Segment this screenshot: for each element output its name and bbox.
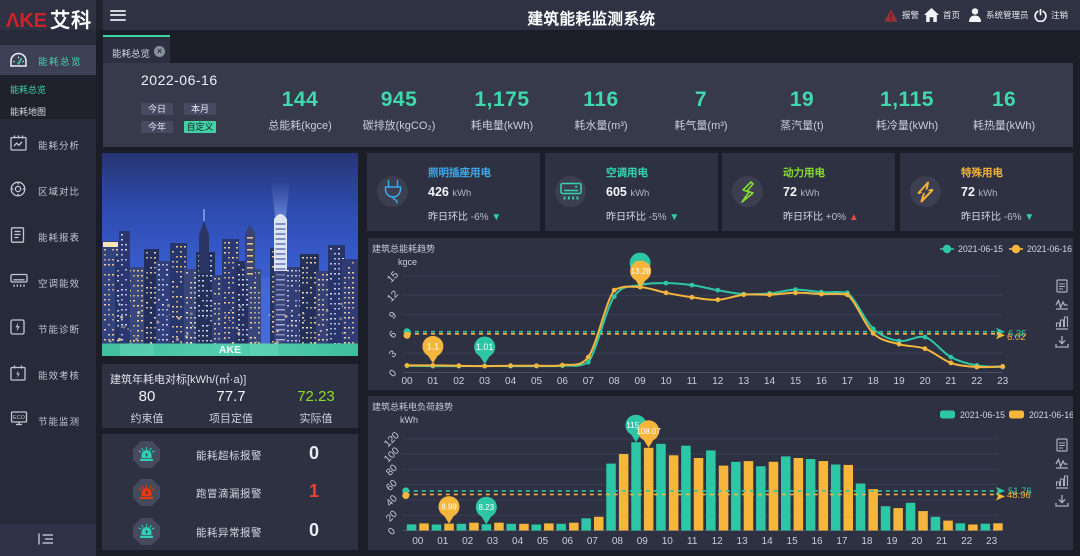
svg-text:60: 60 [384, 478, 400, 494]
svg-text:23: 23 [986, 536, 998, 547]
svg-text:kgce: kgce [398, 257, 417, 267]
svg-text:2021-06-15: 2021-06-15 [960, 410, 1005, 420]
svg-text:2021-06-16: 2021-06-16 [1027, 244, 1072, 254]
svg-text:23: 23 [997, 376, 1009, 387]
svg-text:12: 12 [385, 288, 401, 304]
svg-text:20: 20 [919, 376, 931, 387]
svg-text:建筑总能耗趋势: 建筑总能耗趋势 [372, 243, 435, 254]
svg-text:6.02: 6.02 [1007, 332, 1026, 343]
svg-text:15: 15 [787, 536, 799, 547]
svg-text:22: 22 [971, 376, 983, 387]
svg-text:22: 22 [961, 536, 973, 547]
svg-text:16: 16 [811, 536, 823, 547]
svg-text:05: 05 [537, 536, 549, 547]
svg-text:04: 04 [512, 536, 524, 547]
svg-text:20: 20 [911, 536, 923, 547]
svg-text:14: 14 [764, 376, 776, 387]
svg-text:1.01: 1.01 [476, 342, 494, 352]
svg-text:17: 17 [836, 536, 848, 547]
svg-text:18: 18 [868, 376, 880, 387]
svg-text:0: 0 [386, 526, 398, 538]
svg-text:02: 02 [453, 376, 465, 387]
svg-text:08: 08 [612, 536, 624, 547]
svg-text:13.28: 13.28 [631, 267, 652, 276]
svg-text:04: 04 [505, 376, 517, 387]
svg-text:8.23: 8.23 [479, 503, 495, 512]
svg-text:05: 05 [531, 376, 543, 387]
svg-text:108.07: 108.07 [636, 427, 661, 436]
svg-text:20: 20 [384, 508, 400, 524]
svg-text:01: 01 [427, 376, 439, 387]
svg-text:2021-06-16: 2021-06-16 [1029, 410, 1073, 420]
svg-text:19: 19 [886, 536, 898, 547]
svg-text:03: 03 [487, 536, 499, 547]
svg-text:0: 0 [387, 368, 399, 380]
svg-text:建筑总耗电负荷趋势: 建筑总耗电负荷趋势 [372, 401, 453, 412]
svg-text:2021-06-15: 2021-06-15 [958, 244, 1003, 254]
svg-text:21: 21 [936, 536, 948, 547]
svg-text:9: 9 [387, 310, 399, 322]
svg-text:12: 12 [712, 536, 724, 547]
svg-text:01: 01 [437, 536, 449, 547]
svg-text:AKE: AKE [219, 344, 241, 356]
svg-text:51.76: 51.76 [1008, 486, 1032, 497]
svg-text:kWh: kWh [400, 415, 418, 425]
svg-text:115.4: 115.4 [626, 421, 646, 430]
svg-text:06: 06 [562, 536, 574, 547]
svg-text:02: 02 [462, 536, 474, 547]
svg-text:03: 03 [479, 376, 491, 387]
svg-text:100: 100 [382, 445, 402, 465]
svg-text:48.96: 48.96 [1007, 490, 1031, 501]
svg-text:80: 80 [384, 462, 400, 478]
svg-text:14: 14 [762, 536, 774, 547]
svg-text:19: 19 [894, 376, 906, 387]
svg-text:1.1: 1.1 [427, 341, 440, 351]
svg-text:120: 120 [382, 430, 402, 450]
svg-text:21: 21 [945, 376, 957, 387]
svg-text:18: 18 [861, 536, 873, 547]
svg-text:11: 11 [687, 536, 698, 547]
svg-text:07: 07 [583, 376, 595, 387]
svg-text:3: 3 [387, 348, 399, 360]
svg-text:09: 09 [637, 536, 649, 547]
svg-text:15: 15 [385, 269, 401, 285]
svg-text:12: 12 [712, 376, 724, 387]
svg-text:10: 10 [662, 536, 674, 547]
svg-text:13: 13 [738, 376, 750, 387]
svg-text:11: 11 [687, 376, 698, 387]
svg-text:00: 00 [401, 376, 413, 387]
svg-text:40: 40 [384, 493, 400, 509]
svg-text:06: 06 [557, 376, 569, 387]
svg-text:15: 15 [790, 376, 802, 387]
svg-text:00: 00 [412, 536, 424, 547]
svg-text:09: 09 [635, 376, 647, 387]
svg-text:6: 6 [387, 329, 399, 341]
svg-text:10: 10 [660, 376, 672, 387]
svg-text:6.35: 6.35 [1008, 329, 1027, 340]
svg-text:08: 08 [609, 376, 621, 387]
svg-text:16: 16 [816, 376, 828, 387]
svg-text:ECO: ECO [13, 415, 26, 421]
svg-text:13: 13 [737, 536, 749, 547]
svg-text:07: 07 [587, 536, 599, 547]
svg-text:17: 17 [842, 376, 854, 387]
svg-text:8.99: 8.99 [441, 503, 457, 512]
